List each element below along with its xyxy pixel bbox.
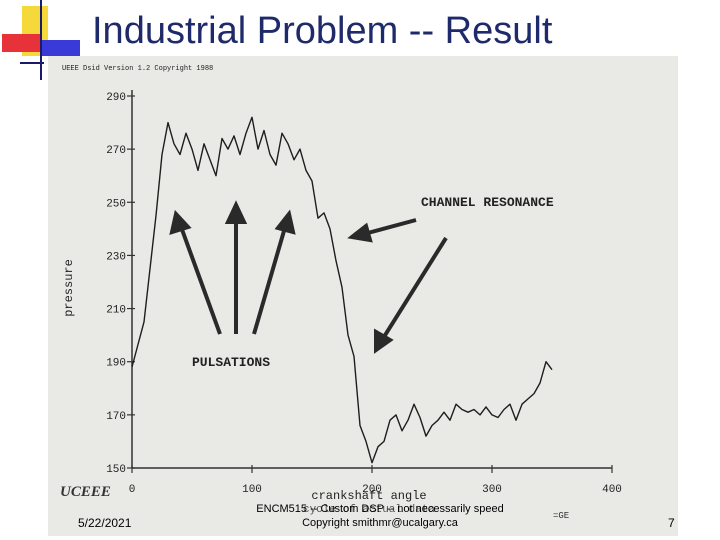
annotation-arrows [169,200,448,354]
footer-course-line: ENCM515 -- Custom DSP -- not necessarily… [256,503,504,515]
accent-horizontal-line [20,62,44,64]
x-axis-label: crankshaft angle [311,489,426,503]
pulsation-arrowhead-left [169,209,192,235]
slide-footer: ENCM515 -- Custom DSP -- not necessarily… [230,502,530,530]
red-accent-bar [2,34,42,52]
footer-copyright-line: Copyright smithmr@ucalgary.ca [302,517,458,529]
channel-resonance-label: CHANNEL RESONANCE [421,195,554,210]
x-tick-label: 200 [362,484,382,496]
pulsation-arrowhead-center [224,200,248,224]
y-tick-label: 250 [106,198,126,210]
blue-accent-bar [42,40,80,56]
slide-date: 5/22/2021 [78,516,132,530]
scanned-chart-background [48,56,678,536]
x-tick-label: 0 [129,484,136,496]
pulsations-label: PULSATIONS [192,355,270,370]
y-tick-label: 230 [106,251,126,263]
x-tick-label: 100 [242,484,262,496]
accent-vertical-line [40,0,42,80]
plot-area: 150 170 190 210 230 250 270 290 0 100 200 300 400 [106,90,622,496]
ucee-logo: UCEEE [60,484,111,500]
y-tick-label: 290 [106,92,126,104]
page-number: 7 [668,516,675,530]
y-tick-label: 150 [106,464,126,476]
resonance-arrowhead-upper [347,222,373,243]
resonance-arrow-lower [380,236,448,342]
resonance-arrowhead-lower [374,328,394,354]
pressure-series-line [131,116,553,464]
scan-header-text: UEEE Dsid Version 1.2 Copyright 1988 [62,65,213,73]
y-tick-label: 170 [106,411,126,423]
pressure-chart: UEEE Dsid Version 1.2 Copyright 1988 150… [60,65,622,521]
pulsation-arrow-left [178,223,222,335]
pulsation-arrowhead-right [274,209,296,235]
y-tick-label: 190 [106,358,126,370]
x-tick-label: 400 [602,484,622,496]
y-tick-label: 210 [106,305,126,317]
pulsation-arrow-right [252,223,288,335]
x-tick-label: 300 [482,484,502,496]
scan-corner-mark: =GE [553,511,569,521]
y-axis-label: pressure [62,259,76,317]
slide-title: Industrial Problem -- Result [92,10,553,52]
y-tick-label: 270 [106,145,126,157]
resonance-arrow-upper [363,218,417,236]
x-axis-sublabel: cycle of actual data [303,504,435,516]
